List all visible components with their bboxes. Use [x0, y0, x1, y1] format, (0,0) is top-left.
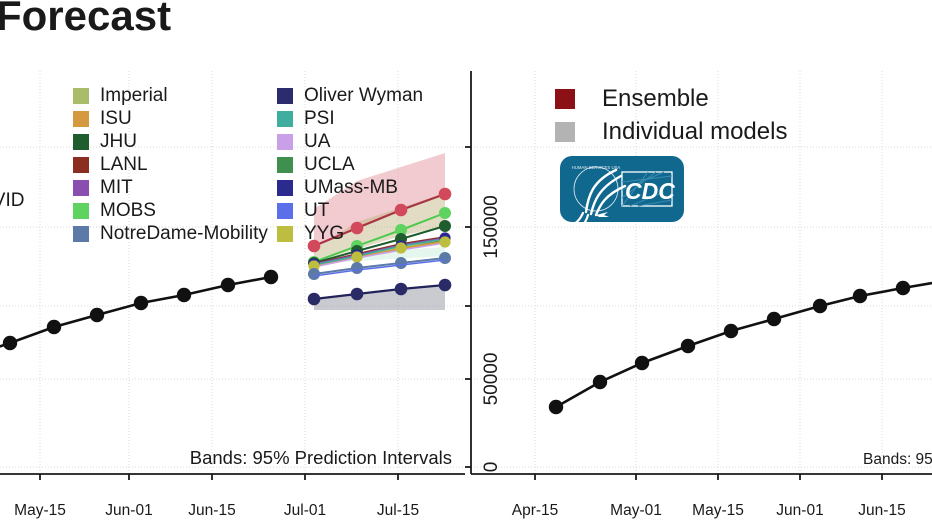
- svg-text:May-15: May-15: [14, 502, 66, 519]
- svg-text:Individual models: Individual models: [602, 118, 787, 145]
- svg-text:JHU: JHU: [100, 131, 137, 152]
- svg-text:Jun-01: Jun-01: [105, 502, 152, 519]
- svg-text:UMass-MB: UMass-MB: [304, 177, 398, 198]
- svg-text:May-15: May-15: [692, 502, 744, 519]
- svg-text:Forecast: Forecast: [0, 0, 171, 39]
- svg-text:Ensemble: Ensemble: [602, 85, 709, 112]
- svg-text:Oliver Wyman: Oliver Wyman: [304, 85, 423, 106]
- svg-text:Bands: 95% Prediction Interval: Bands: 95% Prediction Intervals: [190, 447, 452, 468]
- svg-text:UCLA: UCLA: [304, 154, 355, 175]
- svg-text:UT: UT: [304, 200, 330, 221]
- svg-text:Jun-15: Jun-15: [858, 502, 905, 519]
- svg-text:MIT: MIT: [100, 177, 133, 198]
- svg-text:Imperial: Imperial: [100, 85, 168, 106]
- svg-text:Jul-01: Jul-01: [284, 502, 326, 519]
- svg-text:Jun-01: Jun-01: [776, 502, 823, 519]
- svg-text:NotreDame-Mobility: NotreDame-Mobility: [100, 223, 268, 244]
- svg-text:Jun-15: Jun-15: [188, 502, 235, 519]
- svg-text:OVID: OVID: [0, 190, 24, 211]
- svg-text:HUMAN SERVICES USA: HUMAN SERVICES USA: [572, 165, 621, 170]
- svg-text:UA: UA: [304, 131, 331, 152]
- svg-text:PSI: PSI: [304, 108, 335, 129]
- svg-text:Jul-15: Jul-15: [377, 502, 419, 519]
- svg-text:ISU: ISU: [100, 108, 132, 129]
- svg-text:Apr-15: Apr-15: [512, 502, 559, 519]
- svg-text:50000: 50000: [481, 353, 502, 406]
- svg-text:YYG: YYG: [304, 223, 344, 244]
- svg-text:0: 0: [481, 462, 502, 473]
- svg-text:Bands: 95% Prediction Interval: Bands: 95% Prediction Intervals: [863, 451, 932, 468]
- svg-text:May-01: May-01: [610, 502, 662, 519]
- svg-text:LANL: LANL: [100, 154, 148, 175]
- svg-text:CDC: CDC: [625, 178, 675, 204]
- svg-text:MOBS: MOBS: [100, 200, 156, 221]
- svg-text:150000: 150000: [481, 195, 502, 258]
